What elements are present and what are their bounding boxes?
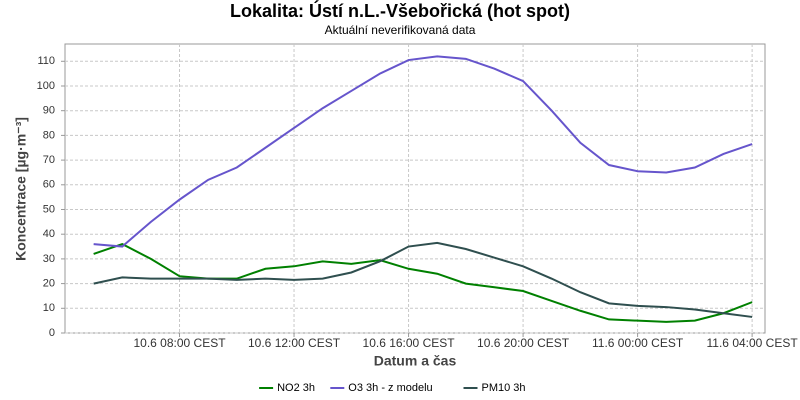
y-tick-label: 40 — [43, 228, 55, 240]
series-line — [93, 241, 753, 318]
y-tick-label: 10 — [43, 302, 55, 314]
x-tick-label: 10.6 12:00 CEST — [248, 336, 341, 350]
y-axis-label: Koncentrace [µg·m⁻³] — [13, 117, 29, 261]
chart-title: Lokalita: Ústí n.L.-Všebořická (hot spot… — [230, 0, 570, 21]
y-tick-label: 100 — [37, 80, 55, 92]
x-tick-label: 11.6 04:00 CEST — [707, 336, 799, 350]
x-tick-label: 10.6 08:00 CEST — [133, 336, 226, 350]
plot-area — [64, 43, 766, 334]
y-tick-label: 60 — [43, 179, 55, 191]
y-tick-label: 90 — [43, 105, 55, 117]
x-axis-label: Datum a čas — [374, 353, 457, 369]
y-tick-label: 80 — [43, 129, 55, 141]
y-tick-label: 70 — [43, 154, 55, 166]
legend-label: PM10 3h — [482, 382, 526, 394]
x-tick-label: 10.6 16:00 CEST — [363, 336, 456, 350]
x-tick-label: 11.6 00:00 CEST — [592, 336, 684, 350]
y-tick-label: 50 — [43, 203, 55, 215]
y-tick-label: 110 — [37, 55, 55, 67]
legend-label: O3 3h - z modelu — [348, 382, 432, 394]
y-tick-label: 0 — [49, 327, 55, 339]
y-tick-label: 20 — [43, 278, 55, 290]
chart-subtitle: Aktuální neverifikovaná data — [325, 23, 476, 37]
series-line — [93, 55, 753, 248]
y-tick-label: 30 — [43, 253, 55, 265]
legend-label: NO2 3h — [277, 382, 315, 394]
x-tick-label: 10.6 20:00 CEST — [477, 336, 570, 350]
